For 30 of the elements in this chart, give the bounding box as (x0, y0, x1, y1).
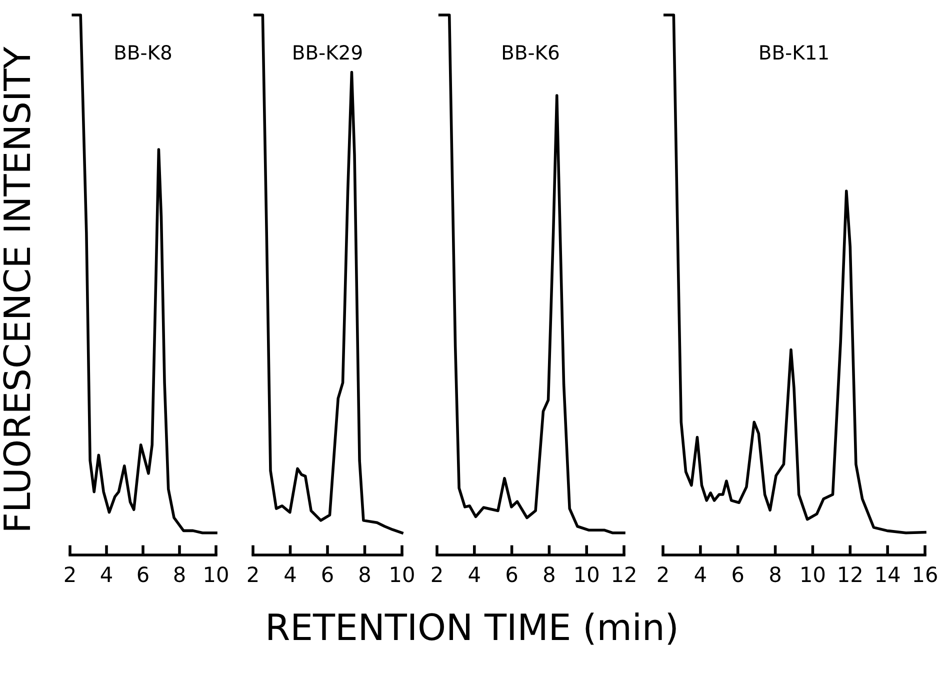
x-tick-label: 8 (544, 566, 554, 582)
x-tick-label: 10 (391, 566, 414, 582)
x-tick-label: 2 (658, 566, 668, 582)
x-tick-label: 16 (914, 566, 937, 582)
x-tick-label: 4 (468, 566, 480, 582)
x-tick-label: 8 (360, 566, 370, 582)
text: BB-K29 (294, 45, 362, 60)
x-tick-label: 10 (802, 566, 825, 582)
x-tick-label: 2 (64, 566, 75, 582)
x-tick-label: 4 (100, 566, 112, 582)
x-tick-label: 6 (138, 566, 148, 582)
x-tick-label: 8 (770, 566, 780, 582)
x-tick-label: 10 (576, 566, 598, 582)
x-tick-label: 10 (205, 566, 228, 582)
x-tick-label: 6 (506, 566, 518, 582)
x-tick-label: 4 (694, 566, 706, 582)
text: BB-K11 (760, 45, 828, 60)
x-tick-label: 2 (248, 566, 258, 582)
x-tick-label: 2 (432, 566, 442, 582)
x-tick-label: 6 (322, 566, 333, 582)
text: BB-K6 (503, 45, 559, 60)
x-tick-label: 12 (839, 566, 862, 582)
y-axis-title: FLUORESCENCE INTENSITY (3, 46, 30, 530)
x-tick-label: 8 (174, 566, 185, 582)
x-tick-label: 4 (284, 566, 296, 582)
x-axis-title: RETENTION TIME (min) (268, 612, 676, 645)
x-tick-label: 12 (613, 566, 636, 582)
text: BB-K8 (116, 45, 172, 60)
x-tick-label: 14 (876, 566, 900, 582)
x-tick-label: 6 (732, 566, 744, 582)
